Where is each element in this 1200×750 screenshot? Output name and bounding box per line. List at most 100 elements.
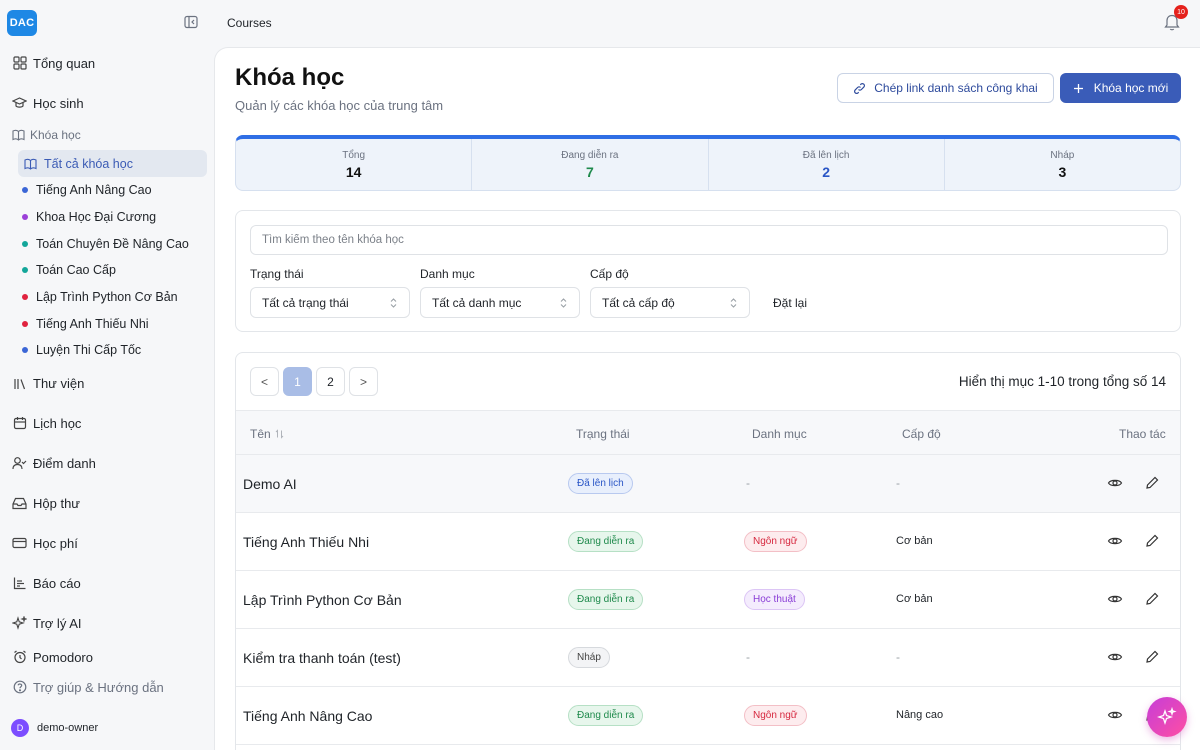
bell-icon[interactable] — [1163, 12, 1181, 32]
main-content: Khóa học Quản lý các khóa học của trung … — [214, 47, 1200, 750]
column-label: Tên — [250, 427, 271, 441]
ai-assistant-fab[interactable] — [1147, 697, 1187, 737]
table-row[interactable]: Tiếng Anh Thiếu Nhi Đang diễn ra Ngôn ng… — [236, 513, 1180, 571]
pencil-icon[interactable] — [1144, 475, 1160, 491]
link-icon — [853, 82, 866, 95]
sort-icon — [275, 429, 284, 439]
status-badge: Đã lên lịch — [568, 473, 633, 494]
sidebar-course-item[interactable]: Lập Trình Python Cơ Bản — [22, 290, 178, 304]
pencil-icon[interactable] — [1144, 591, 1160, 607]
sidebar-course-item[interactable]: Tiếng Anh Thiếu Nhi — [22, 317, 149, 331]
sidebar-course-item[interactable]: Tiếng Anh Nâng Cao — [22, 183, 152, 197]
stat-label: Đã lên lịch — [802, 149, 850, 161]
sidebar-item-pomodoro[interactable]: Pomodoro — [12, 646, 93, 668]
user-name: demo-owner — [37, 722, 99, 734]
course-name: Kiểm tra thanh toán (test) — [243, 650, 401, 666]
eye-icon[interactable] — [1107, 707, 1123, 723]
table-row[interactable]: Lập Trình Python Cơ Bản Đang diễn ra Học… — [236, 571, 1180, 629]
stat-draft: Nháp 3 — [945, 139, 1180, 190]
pencil-icon[interactable] — [1144, 649, 1160, 665]
avatar: D — [11, 719, 29, 737]
next-page-button[interactable]: > — [349, 367, 378, 396]
sidebar-item-attendance[interactable]: Điểm danh — [12, 452, 96, 474]
sidebar-item-reports[interactable]: Báo cáo — [12, 572, 81, 594]
sidebar-item-overview[interactable]: Tổng quan — [12, 52, 95, 74]
sidebar-item-library[interactable]: Thư viện — [12, 372, 84, 394]
course-name: Tiếng Anh Nâng Cao — [243, 708, 373, 724]
stat-value: 3 — [1058, 163, 1067, 180]
notification-badge: 10 — [1174, 5, 1188, 19]
sidebar-item-students[interactable]: Học sinh — [12, 92, 84, 114]
pagination-summary: Hiển thị mục 1-10 trong tổng số 14 — [958, 374, 1166, 389]
course-color-dot — [22, 347, 28, 353]
stat-value: 14 — [345, 163, 362, 180]
category-badge: Ngôn ngữ — [744, 705, 807, 726]
eye-icon[interactable] — [1107, 533, 1123, 549]
eye-icon[interactable] — [1107, 475, 1123, 491]
sidebar-item-label: Báo cáo — [33, 575, 81, 591]
pagination: < 1 2 > — [250, 367, 378, 396]
stat-scheduled: Đã lên lịch 2 — [709, 139, 945, 190]
eye-icon[interactable] — [1107, 591, 1123, 607]
column-header-name[interactable]: Tên — [250, 427, 284, 441]
breadcrumb: Courses — [227, 16, 272, 30]
status-badge: Đang diễn ra — [568, 705, 644, 726]
course-color-dot — [22, 214, 28, 220]
library-icon — [12, 376, 27, 391]
stat-label: Tổng — [342, 149, 366, 161]
section-label: Khóa học — [30, 128, 81, 142]
category-select[interactable]: Tất cả danh mục — [420, 287, 580, 318]
button-label: Khóa học mới — [1093, 81, 1169, 95]
status-badge: Đang diễn ra — [568, 531, 644, 552]
copy-public-link-button[interactable]: Chép link danh sách công khai — [837, 73, 1054, 103]
level-select[interactable]: Tất cả cấp độ — [590, 287, 750, 318]
pencil-icon[interactable] — [1144, 533, 1160, 549]
user-check-icon — [12, 456, 27, 471]
stat-active: Đang diễn ra 7 — [472, 139, 709, 190]
eye-icon[interactable] — [1107, 649, 1123, 665]
sidebar-section-courses[interactable]: Khóa học — [12, 128, 81, 142]
sparkles-icon — [12, 615, 27, 631]
table-row[interactable]: Kiểm tra thanh toán (test) Nháp - - — [236, 629, 1180, 687]
sidebar-course-item[interactable]: Khoa Học Đại Cương — [22, 210, 156, 224]
column-header-level: Cấp độ — [902, 427, 941, 441]
sidebar-item-help[interactable]: Trợ giúp & Hướng dẫn — [12, 676, 164, 698]
course-name: Demo AI — [243, 476, 297, 492]
filter-panel: Trạng thái Tất cả trạng thái Danh mục Tấ… — [235, 210, 1181, 332]
column-header-status: Trạng thái — [576, 427, 630, 441]
course-color-dot — [22, 267, 28, 273]
new-course-button[interactable]: Khóa học mới — [1060, 73, 1181, 103]
sidebar-item-all-courses[interactable]: Tất cả khóa học — [18, 150, 207, 177]
status-badge: Nháp — [568, 647, 610, 668]
course-name: Tiếng Anh Thiếu Nhi — [243, 534, 370, 550]
sidebar-item-label: Luyện Thi Cấp Tốc — [36, 343, 142, 357]
sidebar-item-schedule[interactable]: Lịch học — [12, 412, 81, 434]
table-row[interactable]: Tiếng Anh Nâng Cao Đang diễn ra Ngôn ngữ… — [236, 687, 1180, 745]
course-color-dot — [22, 321, 28, 327]
sidebar: DAC Tổng quan Học sinh Khóa học Tất cả k… — [0, 0, 214, 750]
sidebar-item-ai-assistant[interactable]: Trợ lý AI — [12, 612, 82, 634]
page-title: Khóa học — [235, 64, 345, 91]
sidebar-item-inbox[interactable]: Hộp thư — [12, 492, 80, 514]
sidebar-course-item[interactable]: Toán Chuyên Đề Nâng Cao — [22, 237, 189, 251]
table-row[interactable]: Demo AI Đã lên lịch - - — [236, 455, 1180, 513]
page-button-1[interactable]: 1 — [283, 367, 312, 396]
status-select[interactable]: Tất cả trạng thái — [250, 287, 410, 318]
sidebar-course-item[interactable]: Luyện Thi Cấp Tốc — [22, 343, 141, 357]
column-header-category: Danh mục — [752, 427, 807, 441]
user-menu[interactable]: D demo-owner — [11, 719, 98, 737]
chevron-up-down-icon — [559, 297, 568, 309]
app-logo[interactable]: DAC — [7, 10, 37, 36]
sidebar-item-label: Hộp thư — [33, 495, 81, 511]
page-subtitle: Quản lý các khóa học của trung tâm — [235, 98, 444, 113]
sidebar-course-item[interactable]: Toán Cao Cấp — [22, 263, 116, 277]
prev-page-button[interactable]: < — [250, 367, 279, 396]
courses-table: < 1 2 > Hiển thị mục 1-10 trong tổng số … — [235, 352, 1181, 750]
sidebar-item-tuition[interactable]: Học phí — [12, 532, 78, 554]
sidebar-toggle-icon[interactable] — [184, 15, 198, 29]
reset-filters-button[interactable]: Đặt lại — [773, 296, 808, 310]
credit-card-icon — [12, 536, 27, 551]
stat-label: Nháp — [1050, 149, 1075, 161]
search-input[interactable] — [250, 225, 1168, 255]
page-button-2[interactable]: 2 — [316, 367, 345, 396]
